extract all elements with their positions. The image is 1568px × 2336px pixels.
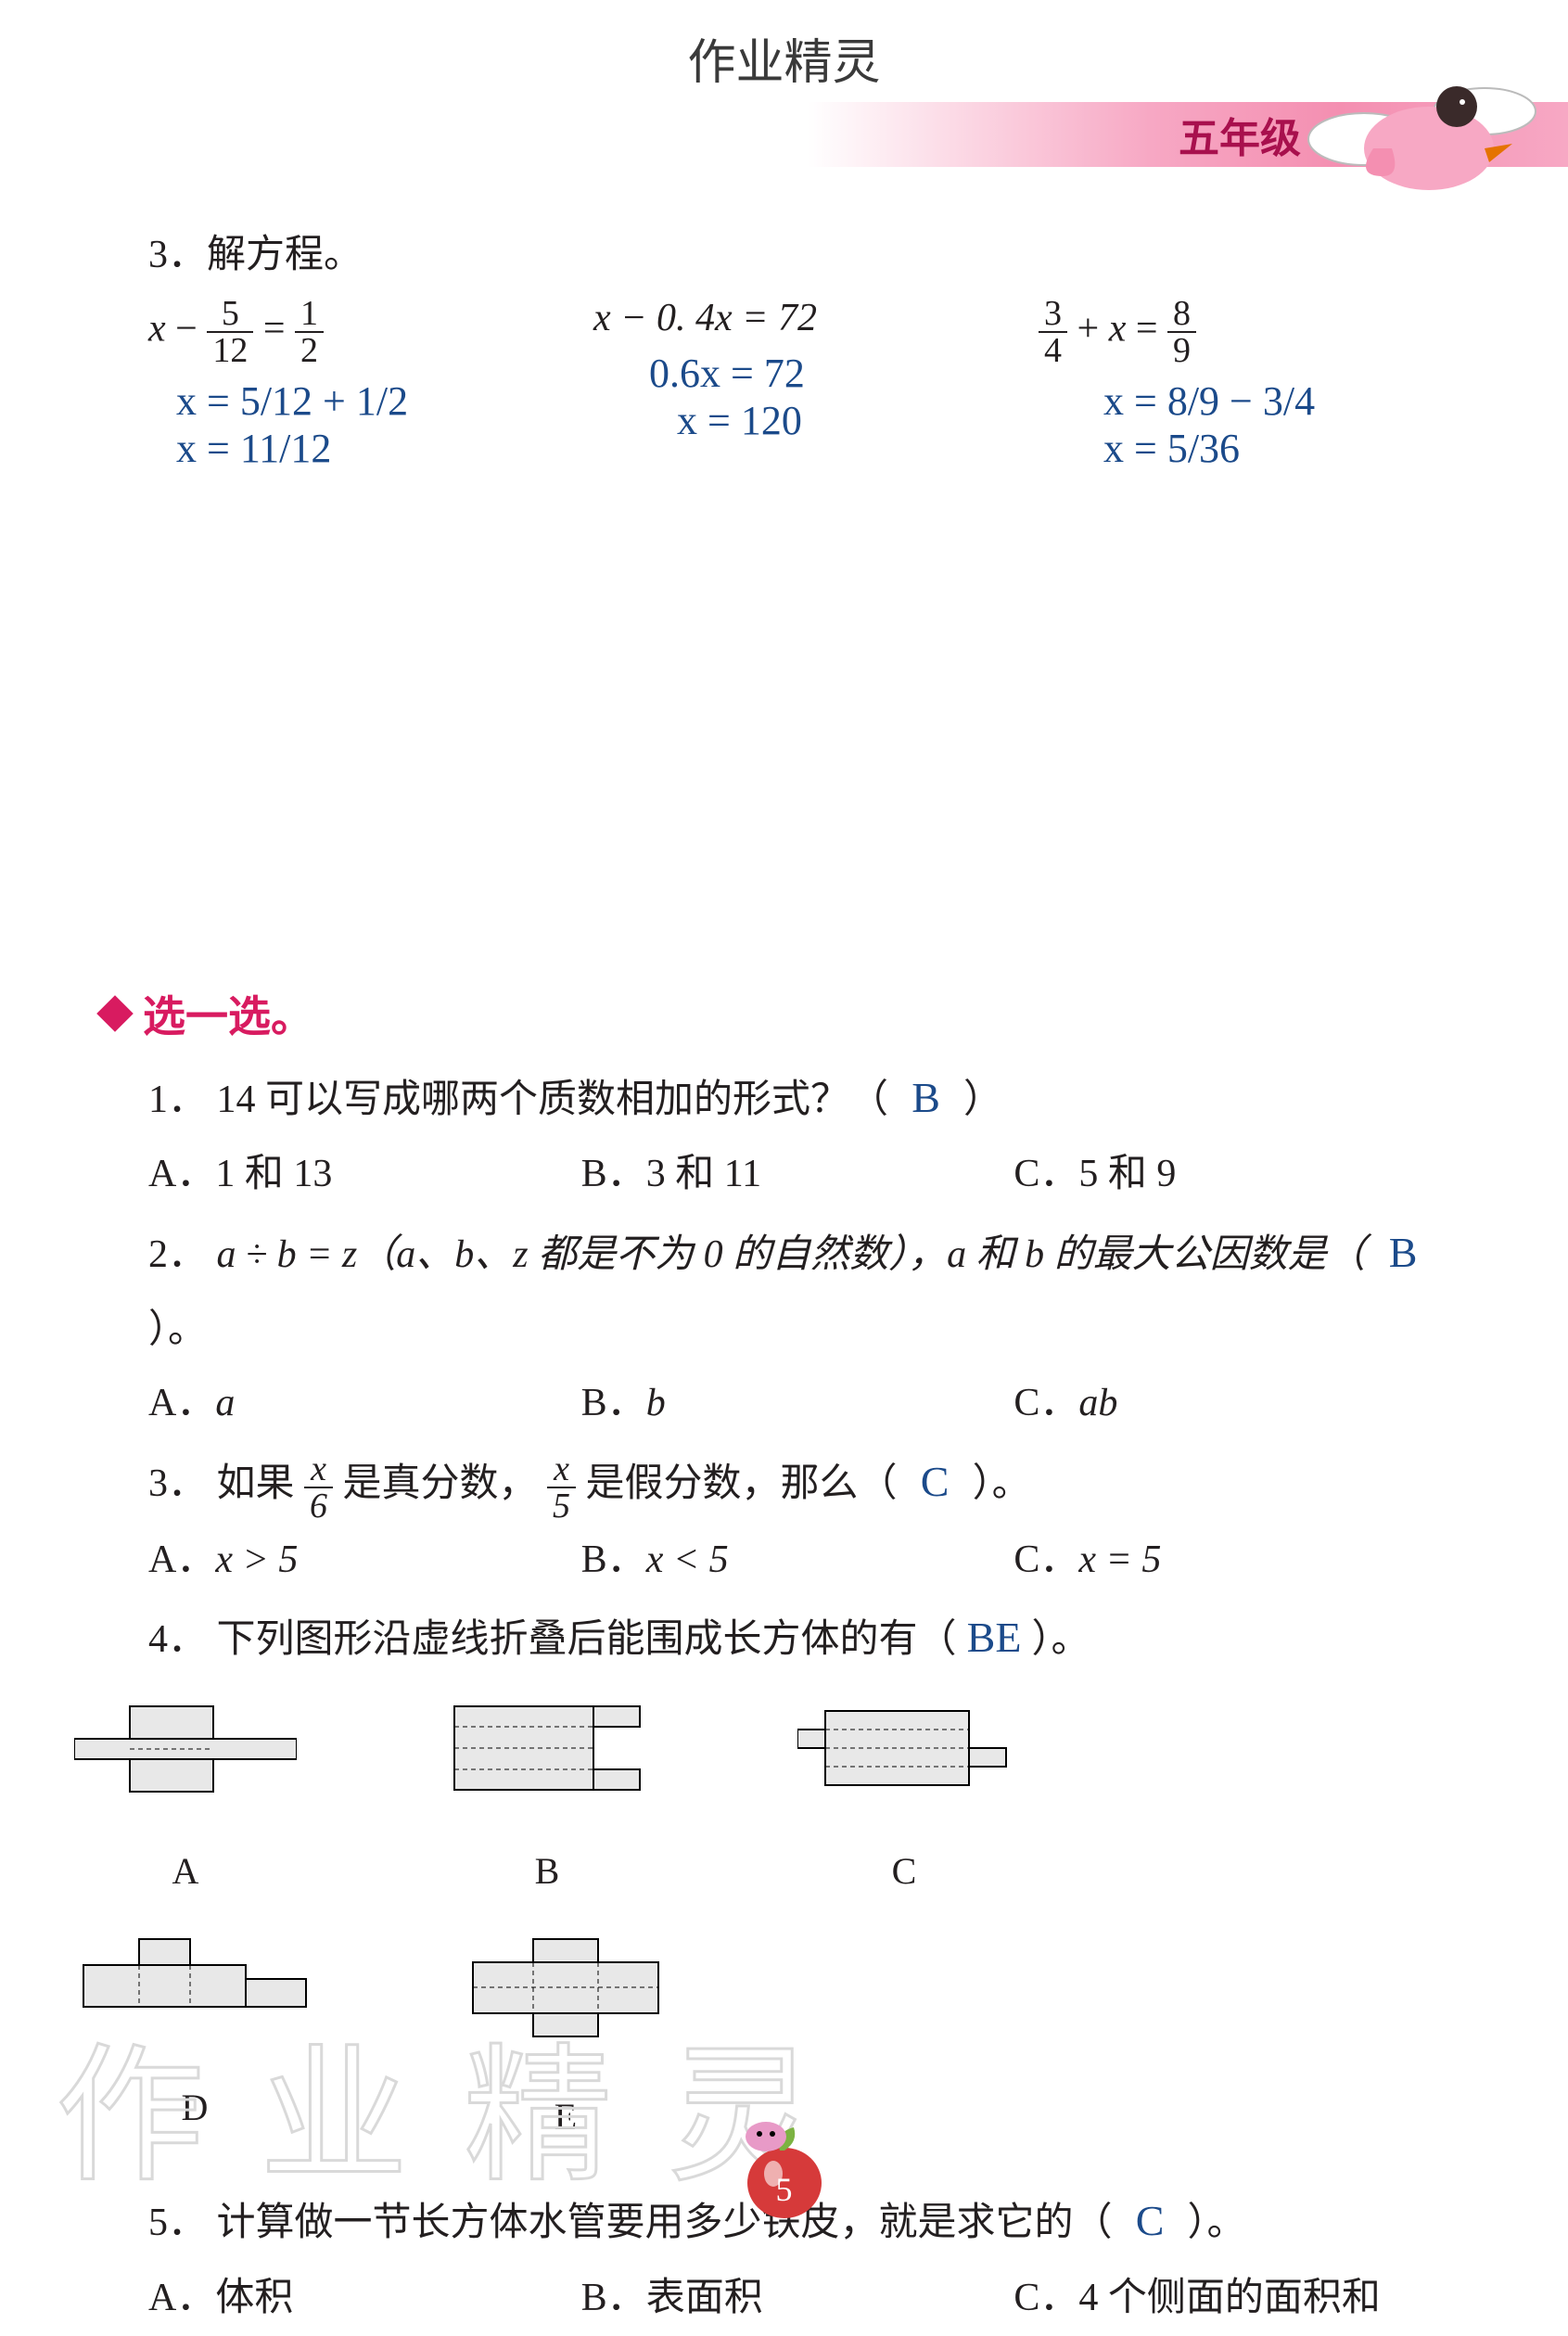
eq2-printed: x − 0. 4x = 72 (593, 297, 817, 339)
diamond-icon (96, 995, 134, 1032)
handwritten-work-2b: x = 120 (677, 397, 983, 444)
page-title-handwritten: 作业精灵 (687, 23, 880, 93)
answer-q1: B (899, 1057, 954, 1138)
net-diagram-b (445, 1697, 649, 1799)
answer-q4: BE (966, 1597, 1022, 1678)
options-q1: A．1 和 13 B．3 和 11 C．5 和 9 (148, 1138, 1447, 1212)
net-diagram-a (74, 1697, 297, 1799)
options-q3: A．x > 5 B．x < 5 C．x = 5 (148, 1524, 1447, 1598)
section-header-choose: 选一选。 (102, 983, 313, 1044)
answer-q2: B (1375, 1212, 1431, 1293)
question-3: 3． 如果 x6 是真分数， x5 是假分数，那么（ C ）。 (148, 1441, 1447, 1523)
answer-q3: C (907, 1441, 962, 1522)
grade-label: 五年级 (1179, 105, 1301, 164)
question-4: 4． 下列图形沿虚线折叠后能围成长方体的有（ BE ）。 (148, 1597, 1447, 1678)
equation-problem-3: 34 + x = 89 x = 8/9 − 3/4 x = 5/36 (1039, 296, 1428, 472)
bird-decoration (1299, 56, 1540, 204)
solve-equations-block: 3．解方程。 x − 512 = 12 x = 5/12 + 1/2 x = 1… (148, 223, 1447, 472)
answer-q5: C (1122, 2180, 1178, 2261)
equation-problem-1: x − 512 = 12 x = 5/12 + 1/2 x = 11/12 (148, 296, 538, 472)
handwritten-work-1b: x = 11/12 (176, 425, 538, 472)
net-diagram-c (797, 1697, 1011, 1799)
options-q5: A．体积 B．表面积 C．4 个侧面的面积和 (148, 2262, 1447, 2336)
handwritten-work-3b: x = 5/36 (1103, 425, 1428, 472)
question-1: 1． 14 可以写成哪两个质数相加的形式？（ B ） (148, 1057, 1447, 1138)
handwritten-work-1a: x = 5/12 + 1/2 (176, 377, 538, 425)
equation-problem-2: x − 0. 4x = 72 0.6x = 72 x = 120 (593, 296, 983, 472)
page-number: 5 (776, 2170, 793, 2209)
diagram-row-1: A B C (74, 1697, 1447, 1907)
section-title: 选一选。 (143, 983, 313, 1044)
solve-heading: 3．解方程。 (148, 223, 1447, 279)
options-q2: A．a B．b C．ab (148, 1367, 1447, 1441)
question-2: 2． a ÷ b = z（a、b、z 都是不为 0 的自然数），a 和 b 的最… (148, 1212, 1447, 1367)
handwritten-work-2a: 0.6x = 72 (649, 350, 983, 397)
handwritten-work-3a: x = 8/9 − 3/4 (1103, 377, 1428, 425)
